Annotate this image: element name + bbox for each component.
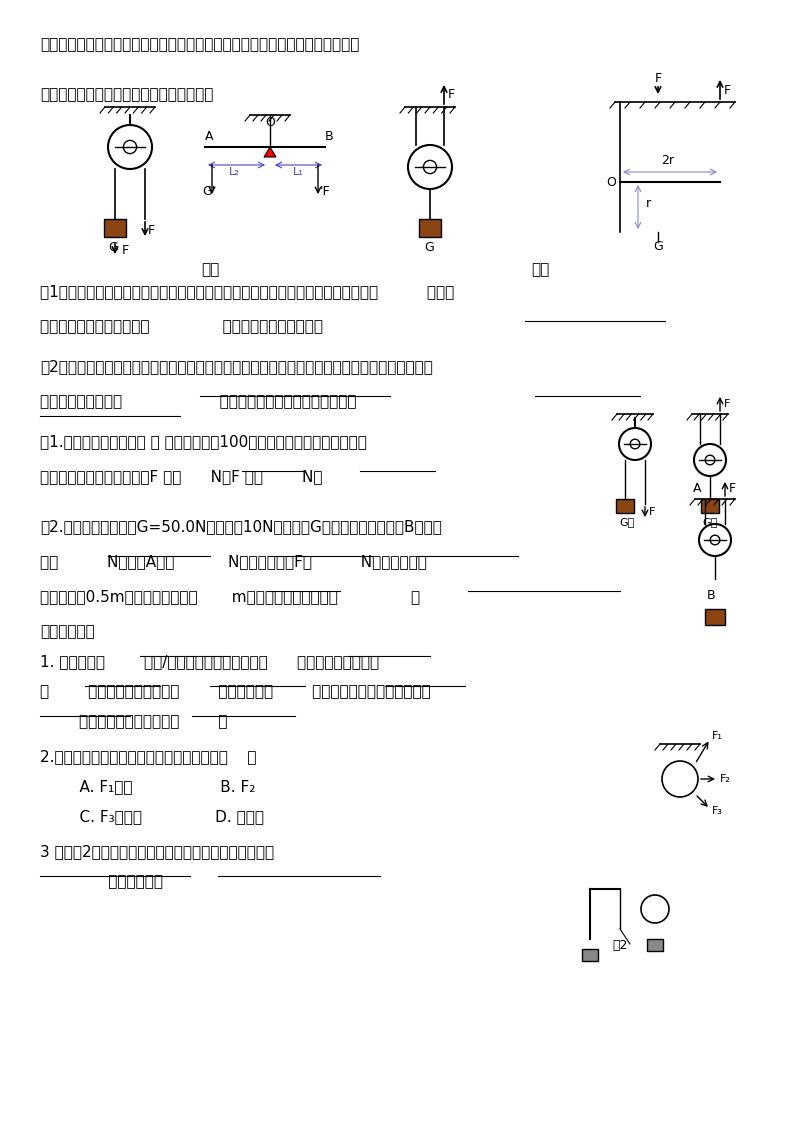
Text: F₁: F₁	[712, 731, 723, 741]
Text: 2r: 2r	[662, 154, 674, 168]
Text: O: O	[606, 175, 616, 189]
Text: B: B	[707, 589, 716, 602]
Text: G': G'	[202, 185, 215, 198]
Text: ，乙的目的是: ，乙的目的是	[40, 874, 241, 889]
Text: F: F	[724, 398, 730, 409]
Text: 因此拉力和重力的关系是：               ，即使用定滑轮不省力。: 因此拉力和重力的关系是： ，即使用定滑轮不省力。	[40, 319, 323, 334]
Text: 【当堂反馈】: 【当堂反馈】	[40, 624, 94, 638]
Bar	[616, 499, 634, 513]
Text: F: F	[448, 88, 455, 102]
Text: G甲: G甲	[619, 517, 634, 528]
Text: 2.如图，用三个力沿不同的方向拉绳子，则（    ）: 2.如图，用三个力沿不同的方向拉绳子，则（ ）	[40, 749, 257, 764]
Text: ，起重机挂钩上的滑轮是        。: ，起重机挂钩上的滑轮是 。	[40, 714, 227, 729]
Text: 图2: 图2	[612, 940, 628, 952]
Text: 例2.右图所示，物体重G=50.0N，滑轮重10N，当物体G匀速上升时，则挂钩B承受拉: 例2.右图所示，物体重G=50.0N，滑轮重10N，当物体G匀速上升时，则挂钩B…	[40, 518, 442, 534]
Bar	[582, 949, 598, 961]
Text: r: r	[646, 197, 651, 211]
Text: 力匀速提升物体甲和乙时，F 甲为      N，F 乙为        N。: 力匀速提升物体甲和乙时，F 甲为 N，F 乙为 N。	[40, 469, 322, 484]
Text: 'F: 'F	[320, 185, 330, 198]
Text: F: F	[649, 507, 655, 517]
Text: O: O	[265, 115, 275, 129]
Text: F₃: F₃	[712, 806, 723, 816]
Text: A: A	[205, 130, 214, 143]
Text: G: G	[108, 241, 118, 254]
Bar	[701, 499, 719, 513]
Text: F: F	[729, 482, 736, 496]
Text: 力为          N，挂钩A承受           N的拉力，拉力F为          N，若绳子自由: 力为 N，挂钩A承受 N的拉力，拉力F为 N，若绳子自由	[40, 554, 427, 569]
Bar	[104, 218, 126, 237]
Text: 端向上拉动0.5m，则物体向上移动       m，动滑轮上升的高度为               。: 端向上拉动0.5m，则物体向上移动 m，动滑轮上升的高度为 。	[40, 589, 420, 604]
Text: G: G	[653, 240, 663, 252]
Text: 1. 使用定滑轮        （能/不能）省力，但可以改变      。动滑轮的实质是一: 1. 使用定滑轮 （能/不能）省力，但可以改变 。动滑轮的实质是一	[40, 654, 379, 669]
Text: 例1.如图所示，物体甲和 乙 所受重力都为100牛，滑轮重力不计。当分别用: 例1.如图所示，物体甲和 乙 所受重力都为100牛，滑轮重力不计。当分别用	[40, 434, 367, 449]
Text: A: A	[693, 482, 702, 495]
Bar	[647, 940, 663, 951]
Text: G乙: G乙	[702, 517, 718, 528]
Text: F₂: F₂	[720, 774, 731, 784]
Bar	[419, 218, 441, 237]
Text: 图乙: 图乙	[531, 261, 549, 277]
Text: C. F₃最大；               D. 一样大: C. F₃最大； D. 一样大	[60, 809, 264, 824]
Text: 个        杠杆，使用动滑轮可以        ，但不能改变        。升国旗的旗杆顶部的滑轮是: 个 杠杆，使用动滑轮可以 ，但不能改变 。升国旗的旗杆顶部的滑轮是	[40, 684, 430, 698]
Text: （2）动滑轮在使用时，同样可以想当的杠杆。图乙中杠杆的支点在哪里？，由图可知，动滑轮在: （2）动滑轮在使用时，同样可以想当的杠杆。图乙中杠杆的支点在哪里？，由图可知，动…	[40, 359, 433, 374]
Text: L₂: L₂	[229, 168, 239, 177]
Text: F: F	[724, 84, 731, 96]
Text: 我们可以利用杠杆平衡原理来进一步论证。: 我们可以利用杠杆平衡原理来进一步论证。	[40, 87, 214, 102]
Text: F: F	[148, 224, 155, 238]
Text: 图甲: 图甲	[201, 261, 219, 277]
Bar	[705, 609, 725, 625]
Text: B: B	[325, 130, 334, 143]
Text: 使用时，相当于一个                    杠杆，因此拉力和重力的关系是：: 使用时，相当于一个 杠杆，因此拉力和重力的关系是：	[40, 394, 395, 409]
Text: 3 观察图2人们利用简单机械的情景。其中，甲的目的是: 3 观察图2人们利用简单机械的情景。其中，甲的目的是	[40, 844, 274, 859]
Text: F: F	[122, 245, 129, 257]
Polygon shape	[264, 147, 276, 157]
Text: 思考：外形相同的滑轮，为什么由于使用方法的不同，出现了如此不同的作用？: 思考：外形相同的滑轮，为什么由于使用方法的不同，出现了如此不同的作用？	[40, 37, 359, 52]
Text: （1）定滑轮可以看出一种变形的杠杆，由图甲可知，定滑轮在使用时，相当于一个          杠杆，: （1）定滑轮可以看出一种变形的杠杆，由图甲可知，定滑轮在使用时，相当于一个 杠杆…	[40, 284, 454, 299]
Text: L₁: L₁	[293, 168, 303, 177]
Text: G: G	[424, 241, 434, 254]
Text: A. F₁最大                  B. F₂: A. F₁最大 B. F₂	[60, 779, 255, 794]
Text: F: F	[654, 72, 662, 85]
